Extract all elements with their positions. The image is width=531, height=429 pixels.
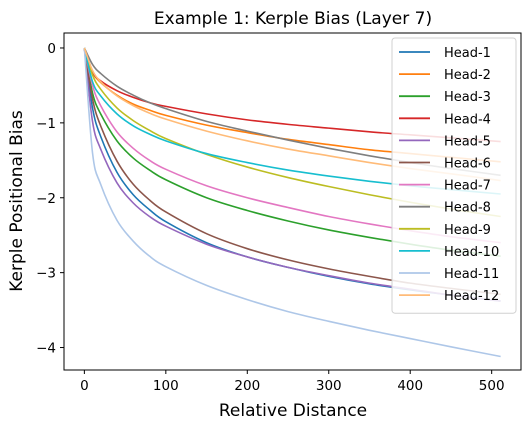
y-axis-ticks: 0 −1 −2 −3 −4 (36, 41, 64, 357)
legend-box (391, 37, 517, 314)
legend-label: Head-11 (444, 267, 499, 282)
series-line-head-11 (83, 47, 501, 358)
chart-title: Example 1: Kerple Bias (Layer 7) (154, 9, 432, 29)
legend-label: Head-1 (444, 46, 491, 61)
legend: Head-1 Head-2 Head-3 Head-4 Head-5 Head-6 Head… (391, 37, 517, 314)
x-tick-label: 300 (316, 378, 342, 394)
x-tick-label: 0 (80, 378, 89, 394)
legend-label: Head-12 (444, 289, 499, 304)
legend-label: Head-8 (444, 201, 491, 216)
legend-label: Head-2 (444, 68, 491, 83)
x-axis-ticks: 0 100 200 300 400 500 (80, 370, 505, 394)
legend-label: Head-3 (444, 90, 491, 105)
x-tick-label: 400 (397, 378, 423, 394)
x-axis-label: Relative Distance (219, 401, 367, 421)
legend-label: Head-5 (444, 134, 491, 149)
y-tick-label: 0 (47, 41, 56, 57)
legend-label: Head-9 (444, 223, 491, 238)
x-tick-label: 100 (153, 378, 179, 394)
x-tick-label: 500 (479, 378, 505, 394)
y-tick-label: −1 (36, 116, 56, 132)
y-tick-label: −2 (36, 191, 56, 207)
plot-frame (63, 32, 522, 371)
y-tick-label: −3 (36, 266, 56, 282)
y-tick-label: −4 (36, 341, 56, 357)
y-axis-label: Kerple Positional Bias (7, 110, 27, 292)
legend-label: Head-7 (444, 179, 491, 194)
x-tick-label: 200 (234, 378, 260, 394)
legend-label: Head-6 (444, 157, 491, 172)
legend-label: Head-4 (444, 112, 491, 127)
legend-label: Head-10 (444, 245, 499, 260)
